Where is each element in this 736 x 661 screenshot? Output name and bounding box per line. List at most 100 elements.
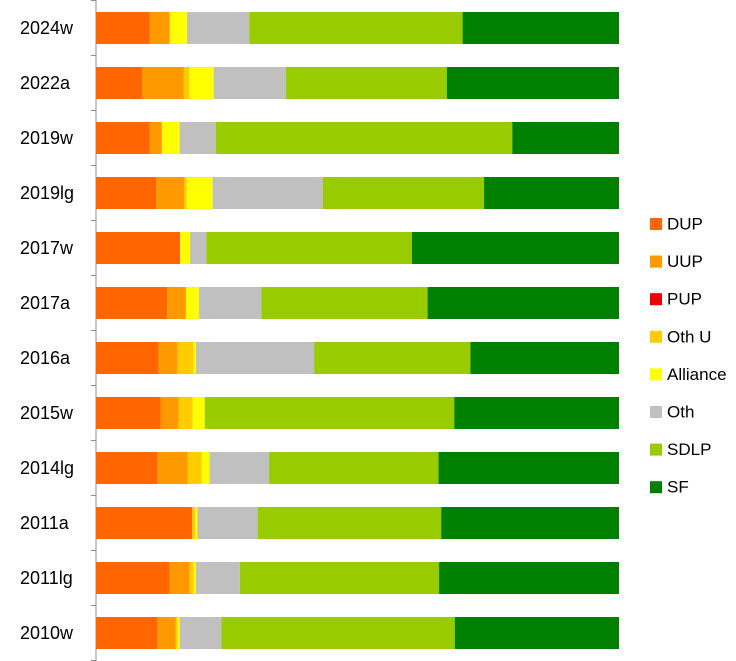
bar-segment-oth-2017w (190, 232, 207, 264)
legend-item-oth: Oth (650, 403, 694, 422)
bar-segment-alliance-2015w (192, 397, 205, 429)
legend-label-alliance: Alliance (667, 365, 727, 384)
category-label: 2019w (20, 128, 74, 148)
legend-swatch-oth-u (650, 330, 662, 343)
bar-segment-sf-2015w (454, 397, 620, 429)
bar-segment-sf-2016a (470, 342, 619, 374)
bar-segment-dup-2010w (96, 617, 158, 649)
bar-segment-dup-2011a (96, 507, 193, 539)
bar-segment-alliance-2017w (180, 232, 191, 264)
legend-item-pup: PUP (650, 290, 702, 309)
category-label: 2010w (20, 623, 74, 643)
bar-segment-oth-u-2014lg (187, 452, 202, 484)
bar-segment-sf-2017w (411, 232, 619, 264)
bar-segment-sf-2022a (446, 67, 619, 99)
legend-swatch-sf (650, 481, 662, 494)
bar-segment-dup-2015w (96, 397, 161, 429)
bar-segment-alliance-2016a (193, 342, 196, 374)
legend-item-oth-u: Oth U (650, 327, 711, 346)
bar-segment-oth-2011a (197, 507, 258, 539)
bar-segment-dup-2017a (96, 287, 168, 319)
category-label: 2022a (20, 73, 71, 93)
bar-segment-sf-2019w (512, 122, 619, 154)
bar-segment-alliance-2014lg (201, 452, 210, 484)
bar-segment-uup-2017a (167, 287, 186, 319)
legend-swatch-sdlp (650, 443, 662, 456)
bar-segment-uup-2019w (149, 122, 162, 154)
category-label: 2014lg (20, 458, 74, 478)
bar-segment-sdlp-2019w (215, 122, 513, 154)
bar-segment-sf-2017a (427, 287, 619, 319)
bar-segment-sf-2010w (454, 617, 619, 649)
legend-item-uup: UUP (650, 252, 703, 271)
legend-swatch-uup (650, 255, 662, 268)
legend: DUP UUP PUP Oth U Alliance Oth SDLP SF (650, 215, 727, 497)
legend-swatch-oth (650, 406, 662, 418)
bar-segment-oth-u-2011lg (189, 562, 194, 594)
bar-segment-alliance-2011a (195, 507, 198, 539)
legend-item-alliance: Alliance (650, 365, 727, 384)
bar-segment-alliance-2019w (161, 122, 180, 154)
bar-segment-uup-2011lg (169, 562, 190, 594)
legend-item-sf: SF (650, 478, 689, 497)
bar-segment-oth-u-2015w (178, 397, 193, 429)
bar-segment-oth-u-2011a (192, 507, 196, 539)
bar-segment-dup-2011lg (96, 562, 170, 594)
bar-segment-oth-2011lg (195, 562, 240, 594)
category-label: 2024w (20, 18, 74, 38)
bar-segment-alliance-2022a (189, 67, 214, 99)
bar-segment-oth-u-2016a (177, 342, 194, 374)
bar-segment-dup-2014lg (96, 452, 158, 484)
category-label: 2017w (20, 238, 74, 258)
bar-segment-dup-2016a (96, 342, 159, 374)
bar-segment-oth-2022a (213, 67, 286, 99)
bar-segment-oth-u-2022a (183, 67, 190, 99)
bar-segment-oth-u-2019lg (184, 177, 187, 209)
category-label: 2016a (20, 348, 71, 368)
bar-segment-uup-2016a (158, 342, 178, 374)
legend-swatch-dup (650, 218, 662, 230)
legend-label-sdlp: SDLP (667, 440, 711, 459)
category-label: 2011lg (20, 568, 73, 588)
bar-segment-uup-2019lg (156, 177, 185, 209)
legend-item-dup: DUP (650, 215, 703, 234)
bar-segment-dup-2017w (96, 232, 181, 264)
bar-segment-sdlp-2014lg (269, 452, 439, 484)
bar-segment-sf-2014lg (438, 452, 619, 484)
bar-segment-sdlp-2010w (221, 617, 455, 649)
bar-segment-sf-2011lg (439, 562, 619, 594)
bar-segment-oth-2016a (195, 342, 315, 374)
category-label: 2011a (20, 513, 70, 533)
bar-segment-uup-2010w (157, 617, 176, 649)
bar-segment-sdlp-2017w (206, 232, 412, 264)
bar-segment-alliance-2019lg (186, 177, 213, 209)
legend-item-sdlp: SDLP (650, 440, 711, 459)
bar-segment-sdlp-2019lg (322, 177, 485, 209)
bar-segment-alliance-2024w (169, 12, 187, 44)
bar-segment-uup-2014lg (157, 452, 188, 484)
bar-segment-alliance-2017a (185, 287, 200, 319)
bar-segment-oth-2017a (199, 287, 262, 319)
bar-segment-sdlp-2011lg (239, 562, 440, 594)
bar-segment-oth-2019w (179, 122, 216, 154)
bar-segment-oth-2019lg (212, 177, 323, 209)
bar-segment-sdlp-2016a (314, 342, 471, 374)
bar-segment-uup-2022a (142, 67, 184, 99)
bar-segment-sdlp-2011a (257, 507, 442, 539)
bar-segment-dup-2019lg (96, 177, 157, 209)
bar-segment-sdlp-2015w (204, 397, 455, 429)
bar-segment-uup-2015w (160, 397, 179, 429)
legend-label-uup: UUP (667, 252, 703, 271)
category-label: 2017a (20, 293, 71, 313)
bar-segment-sdlp-2017a (261, 287, 428, 319)
category-labels: 2024w 2022a 2019w 2019lg 2017w 2017a 2016a 2015… (20, 18, 74, 643)
bar-segment-sf-2011a (441, 507, 619, 539)
legend-label-oth: Oth (667, 403, 694, 422)
legend-label-sf: SF (667, 478, 689, 497)
bar-segment-sf-2019lg (484, 177, 619, 209)
bar-segment-oth-2024w (187, 12, 250, 44)
bar-segment-dup-2022a (96, 67, 143, 99)
legend-swatch-alliance (650, 368, 662, 381)
axis-group (91, 0, 97, 661)
